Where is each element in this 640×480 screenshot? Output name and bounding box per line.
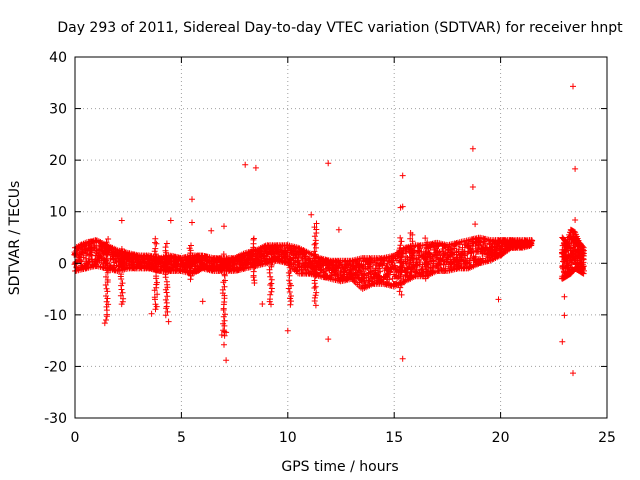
outlier-point — [559, 338, 566, 345]
outlier-point — [189, 196, 195, 203]
data-point — [311, 241, 318, 248]
outlier-point — [469, 145, 476, 152]
data-point — [398, 238, 405, 245]
outlier-point — [242, 161, 249, 168]
data-point — [360, 275, 367, 282]
outlier-point — [118, 217, 125, 224]
outlier-point — [325, 336, 332, 343]
outlier-point — [472, 221, 479, 228]
data-point — [153, 240, 160, 247]
data-point — [152, 235, 159, 242]
outlier-point — [284, 327, 291, 334]
data-point — [163, 278, 170, 285]
outlier-point — [199, 298, 206, 305]
y-tick-label: -20 — [44, 359, 67, 375]
chart-title: Day 293 of 2011, Sidereal Day-to-day VTE… — [57, 20, 623, 36]
y-tick-label: -10 — [44, 308, 67, 324]
outlier-point — [252, 164, 259, 171]
data-point — [311, 233, 318, 240]
data-point — [312, 302, 319, 309]
x-tick-label: 25 — [598, 430, 616, 446]
data-point — [391, 262, 398, 269]
x-tick-label: 0 — [71, 430, 80, 446]
y-tick-label: -30 — [44, 411, 67, 427]
x-tick-label: 20 — [492, 430, 510, 446]
y-tick-label: 10 — [49, 205, 67, 221]
data-point — [413, 262, 420, 269]
data-point — [349, 270, 356, 277]
data-point — [152, 245, 159, 252]
data-point — [312, 283, 319, 290]
data-point — [221, 317, 228, 324]
x-tick-label: 5 — [177, 430, 186, 446]
data-point — [377, 268, 384, 275]
outlier-point — [561, 293, 568, 300]
outlier-point — [335, 226, 342, 233]
data-point — [393, 257, 400, 264]
y-tick-label: 20 — [49, 153, 67, 169]
x-tick-label: 10 — [279, 430, 297, 446]
outlier-point — [101, 320, 108, 327]
data-point — [163, 289, 170, 296]
outlier-point — [223, 357, 230, 364]
data-point — [251, 277, 258, 284]
data-point — [436, 249, 443, 255]
data-point — [162, 296, 169, 303]
data-point — [188, 242, 194, 249]
y-tick-label: 0 — [58, 256, 67, 272]
outlier-point — [167, 217, 174, 224]
data-point — [164, 293, 171, 300]
data-point — [312, 237, 319, 244]
y-tick-label: 40 — [49, 50, 67, 66]
outlier-point — [221, 223, 227, 230]
data-point — [187, 276, 194, 283]
data-point — [163, 240, 170, 247]
data-point — [267, 291, 274, 298]
data-point — [376, 272, 382, 279]
outlier-point — [469, 184, 476, 190]
data-point — [386, 276, 393, 283]
outlier-point — [308, 211, 315, 218]
data-point — [268, 301, 274, 308]
x-tick-label: 15 — [385, 430, 403, 446]
outlier-point — [208, 227, 215, 234]
outlier-point — [221, 341, 227, 348]
x-axis-label: GPS time / hours — [281, 459, 398, 475]
data-point — [151, 248, 158, 255]
outlier-point — [165, 318, 172, 325]
y-axis-label: SDTVAR / TECUs — [7, 181, 23, 296]
data-point — [397, 234, 404, 241]
outlier-point — [325, 160, 332, 167]
outlier-point — [572, 165, 579, 172]
outlier-point — [148, 310, 155, 317]
outlier-point — [570, 83, 576, 90]
y-tick-label: 30 — [49, 102, 67, 118]
data-points — [71, 83, 587, 377]
outlier-point — [399, 355, 406, 362]
data-point — [250, 235, 257, 242]
outlier-point — [572, 217, 579, 223]
data-point — [103, 317, 109, 323]
outlier-point — [561, 312, 568, 319]
data-point — [287, 301, 294, 308]
outlier-point — [189, 219, 195, 226]
data-point — [169, 260, 176, 267]
data-point — [403, 260, 410, 267]
data-point — [367, 274, 374, 281]
outlier-point — [570, 370, 576, 377]
data-point — [268, 276, 275, 283]
outlier-point — [399, 172, 406, 179]
data-point — [163, 299, 170, 306]
outlier-point — [259, 301, 266, 307]
data-point — [162, 244, 169, 251]
data-point — [376, 265, 383, 272]
